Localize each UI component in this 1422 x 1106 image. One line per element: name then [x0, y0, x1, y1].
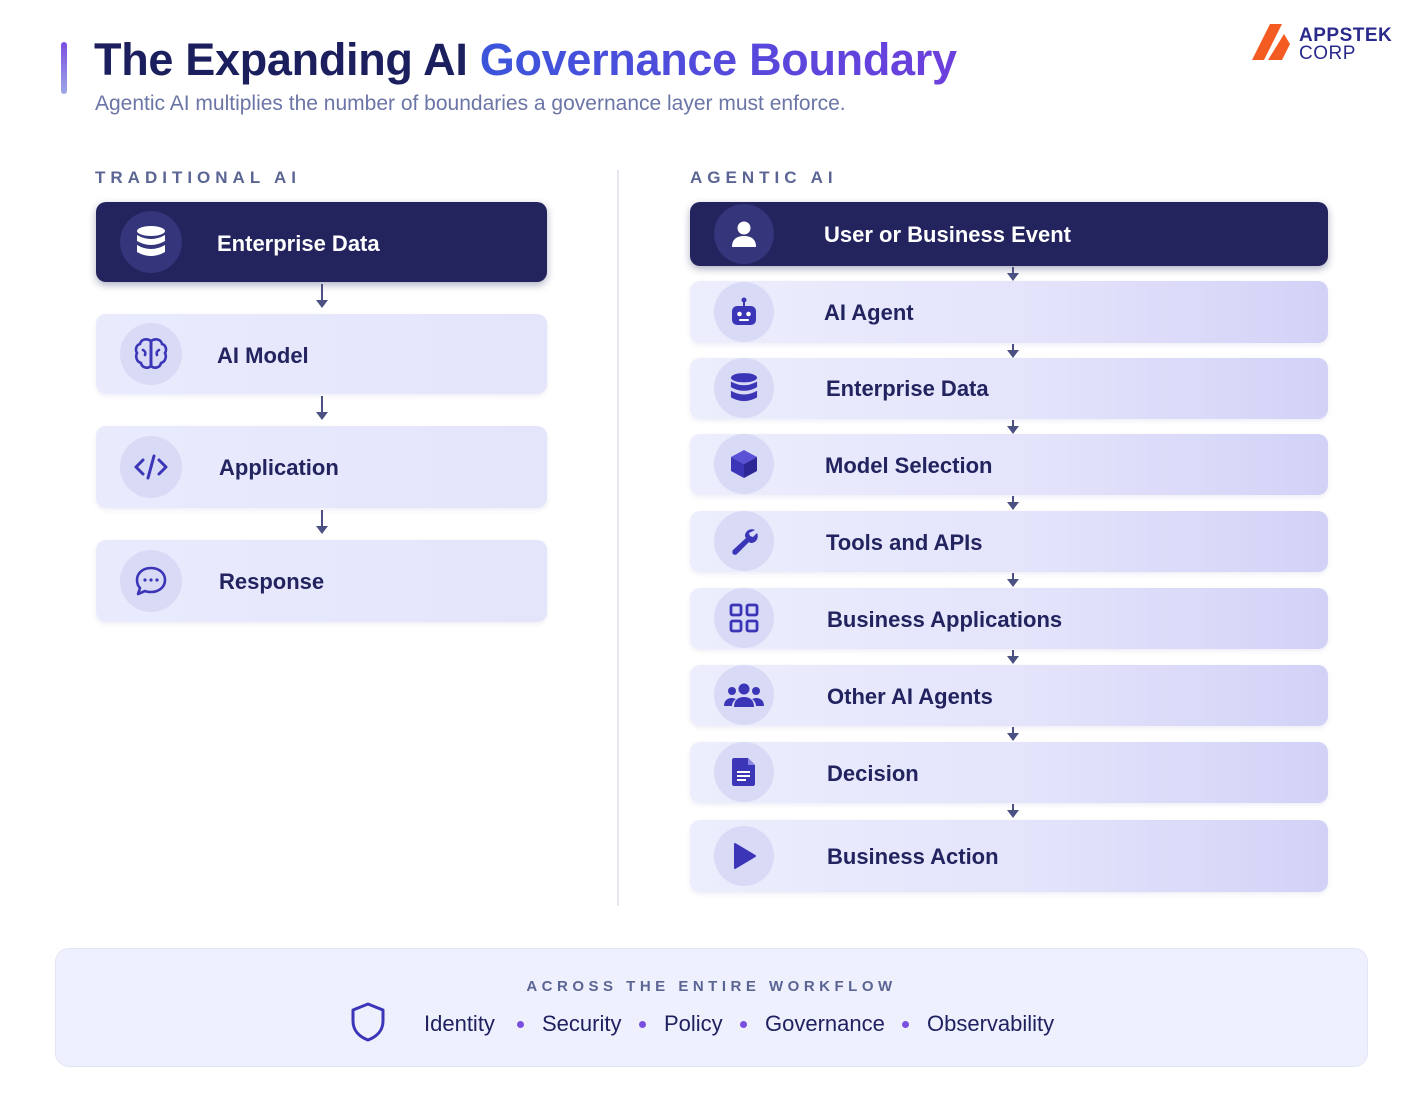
title-plain: The Expanding AI	[94, 34, 480, 85]
step-label: AI Model	[217, 343, 309, 368]
title-highlight: Governance Boundary	[479, 34, 957, 85]
step-label: Response	[219, 569, 325, 594]
brand-name: APPSTEK	[1299, 25, 1393, 46]
agentic-step-enterprise-data: Enterprise Data	[690, 358, 1328, 419]
agentic-step-business-action: Business Action	[690, 820, 1328, 892]
flow-arrow	[1006, 804, 1020, 818]
footer-item-security: Security	[542, 1011, 622, 1036]
user-icon	[714, 204, 774, 264]
agentic-heading: AGENTIC AI	[690, 168, 838, 187]
flow-arrow	[315, 284, 329, 310]
page-title: The Expanding AI Governance Boundary	[94, 34, 957, 86]
separator-dot	[740, 1021, 747, 1028]
footer-item-identity: Identity	[424, 1011, 495, 1036]
footer-item-observability: Observability	[927, 1011, 1055, 1036]
brain-icon	[120, 323, 182, 385]
flow-arrow	[1006, 420, 1020, 434]
title-accent-bar	[61, 42, 67, 94]
step-label: Model Selection	[825, 453, 993, 478]
agentic-step-decision: Decision	[690, 742, 1328, 803]
code-icon	[120, 436, 182, 498]
step-label: Tools and APIs	[826, 530, 983, 555]
brand-logo: APPSTEK CORP	[1252, 24, 1392, 64]
flow-arrow	[1006, 650, 1020, 664]
traditional-step-ai-model: AI Model	[96, 314, 547, 394]
flow-arrow	[1006, 267, 1020, 281]
cube-icon	[714, 434, 774, 494]
grid-icon	[714, 588, 774, 648]
step-label: Decision	[827, 761, 919, 786]
separator-dot	[639, 1021, 646, 1028]
database-icon	[714, 358, 774, 418]
flow-arrow	[1006, 573, 1020, 587]
traditional-step-application: Application	[96, 426, 547, 508]
agentic-step-ai-agent: AI Agent	[690, 281, 1328, 343]
footer-heading: ACROSS THE ENTIRE WORKFLOW	[526, 978, 897, 995]
step-label: Application	[219, 455, 339, 480]
play-icon	[714, 826, 774, 886]
traditional-heading: TRADITIONAL AI	[95, 168, 301, 187]
flow-arrow	[315, 510, 329, 536]
step-label: User or Business Event	[824, 222, 1071, 247]
brand-suffix: CORP	[1299, 43, 1356, 64]
agentic-step-other-ai-agents: Other AI Agents	[690, 665, 1328, 726]
agentic-step-tools-apis: Tools and APIs	[690, 511, 1328, 572]
agentic-step-user-event: User or Business Event	[690, 202, 1328, 266]
separator-dot	[517, 1021, 524, 1028]
chat-bubble-icon	[120, 550, 182, 612]
workflow-footer: ACROSS THE ENTIRE WORKFLOW Identity Secu…	[55, 948, 1368, 1067]
flow-arrow	[1006, 727, 1020, 741]
step-label: Business Action	[827, 844, 999, 869]
footer-item-governance: Governance	[765, 1011, 885, 1036]
separator-dot	[902, 1021, 909, 1028]
shield-icon	[351, 1002, 385, 1042]
wrench-icon	[714, 511, 774, 571]
robot-icon	[714, 282, 774, 342]
page-subtitle: Agentic AI multiplies the number of boun…	[95, 92, 846, 115]
brand-logo-mark-icon	[1252, 24, 1290, 60]
step-label: Business Applications	[827, 607, 1063, 632]
traditional-step-response: Response	[96, 540, 547, 622]
footer-item-policy: Policy	[664, 1011, 723, 1036]
step-label: Enterprise Data	[826, 376, 989, 401]
step-label: AI Agent	[824, 300, 914, 325]
flow-arrow	[1006, 496, 1020, 510]
traditional-step-enterprise-data: Enterprise Data	[96, 202, 547, 282]
flow-arrow	[1006, 344, 1020, 358]
column-divider	[617, 170, 619, 906]
agentic-step-model-selection: Model Selection	[690, 434, 1328, 495]
agentic-step-business-applications: Business Applications	[690, 588, 1328, 649]
document-icon	[714, 742, 774, 802]
step-label: Other AI Agents	[827, 684, 993, 709]
database-icon	[120, 211, 182, 273]
step-label: Enterprise Data	[217, 231, 380, 256]
group-icon	[714, 665, 774, 725]
flow-arrow	[315, 396, 329, 422]
